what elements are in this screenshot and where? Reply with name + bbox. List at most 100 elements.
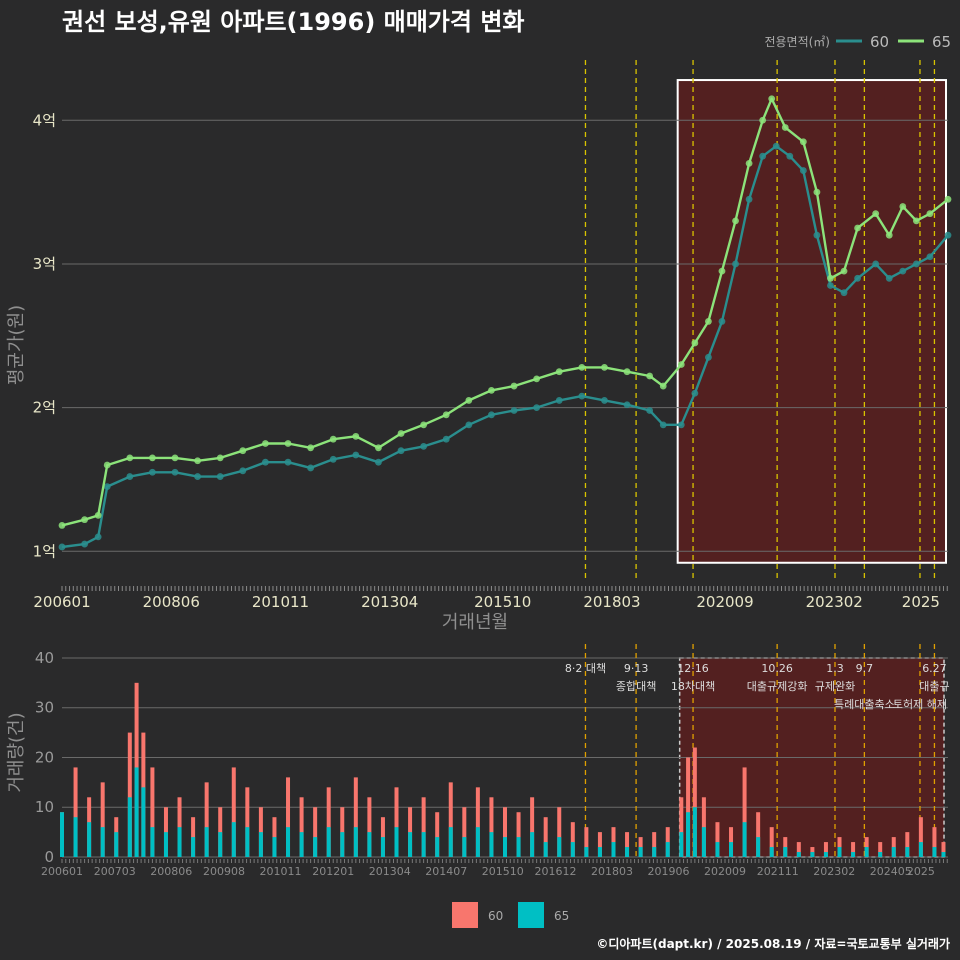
- volume-bar-65: [286, 827, 291, 857]
- volume-x-tick-label: 202111: [757, 865, 799, 878]
- x-tick-label: 200601: [33, 593, 90, 611]
- volume-bar-60: [796, 842, 801, 857]
- price-point-60: [555, 397, 563, 404]
- price-point-60: [578, 392, 586, 400]
- volume-bar-60: [652, 832, 657, 857]
- volume-panel: 0 10 20 30 40 8·2 대책 9·13 종합대책 12·16 18차대책 10.26 대출…: [6, 644, 950, 878]
- price-point-65: [262, 440, 269, 447]
- volume-bar-65: [489, 832, 494, 857]
- volume-bar-65: [127, 797, 132, 857]
- legend-title: 전용면적(㎡): [764, 35, 830, 49]
- price-point-65: [601, 363, 608, 371]
- price-point-60: [912, 260, 920, 268]
- volume-y-tick-label: 20: [35, 748, 54, 766]
- volume-bar-60: [326, 787, 331, 857]
- price-point-65: [659, 382, 667, 390]
- volume-bar-65: [932, 847, 937, 857]
- x-tick-label: 202302: [806, 593, 863, 611]
- volume-bar-65: [557, 837, 562, 857]
- price-point-60: [126, 473, 134, 480]
- price-point-60: [926, 253, 934, 261]
- price-point-60: [840, 289, 848, 297]
- y-axis-title: 평균가(원): [6, 305, 27, 385]
- price-point-65: [58, 522, 66, 529]
- volume-bar-60: [851, 842, 856, 857]
- event-label: 종합대책: [616, 680, 656, 693]
- volume-bar-65: [837, 847, 842, 857]
- volume-bar-60: [597, 832, 602, 857]
- x-tick-label: 202009: [696, 593, 753, 611]
- volume-x-tick-label: 201011: [259, 865, 301, 878]
- volume-bar-65: [421, 832, 426, 857]
- price-panel: 1억 2억 3억 4억 200601 200806 201011 201304 201510 20…: [6, 60, 952, 633]
- volume-bar-65: [729, 842, 734, 857]
- volume-x-tick-label: 2025: [907, 865, 935, 878]
- volume-bar-65: [570, 842, 575, 857]
- price-point-60: [786, 152, 794, 160]
- price-point-60: [216, 473, 224, 480]
- y-tick-label: 2억: [33, 399, 56, 417]
- volume-bar-65: [584, 847, 589, 857]
- volume-bar-65: [652, 847, 657, 857]
- price-point-60: [944, 231, 952, 239]
- source-caption: ©디아파트(dapt.kr) / 2025.08.19 / 자료=국토교통부 실…: [596, 936, 950, 951]
- price-point-65: [745, 159, 753, 167]
- x-tick-label: 201011: [252, 593, 309, 611]
- volume-bar-65: [503, 837, 507, 857]
- volume-x-tick-label: 200908: [203, 865, 245, 878]
- price-point-60: [872, 260, 880, 268]
- volume-x-tick-label: 202405: [870, 865, 912, 878]
- price-point-60: [284, 458, 292, 466]
- price-point-65: [94, 511, 102, 519]
- volume-bar-65: [543, 842, 548, 857]
- price-point-65: [677, 361, 685, 368]
- price-point-65: [912, 217, 920, 225]
- volume-bar-60: [150, 767, 155, 857]
- price-point-60: [420, 442, 428, 450]
- event-date: 8·2 대책: [565, 662, 606, 675]
- price-point-65: [705, 318, 712, 325]
- volume-x-tick-label: 202009: [704, 865, 746, 878]
- volume-bar-60: [941, 842, 946, 857]
- price-point-65: [194, 457, 202, 465]
- volume-x-tick-label: 200806: [150, 865, 192, 878]
- volume-bar-65: [769, 847, 774, 857]
- volume-bar-65: [191, 837, 196, 857]
- price-point-65: [307, 444, 315, 452]
- volume-bar-60: [715, 822, 720, 857]
- price-point-60: [171, 468, 179, 476]
- price-point-60: [262, 458, 269, 466]
- volume-bar-65: [60, 812, 64, 857]
- price-point-60: [745, 195, 753, 203]
- volume-bar-65: [100, 827, 105, 857]
- volume-y-tick-label: 0: [44, 848, 54, 866]
- volume-legend-label-65: 65: [554, 909, 569, 923]
- price-point-65: [578, 363, 586, 371]
- volume-x-tick-label: 200703: [94, 865, 136, 878]
- volume-bar-65: [299, 832, 304, 857]
- volume-bar-60: [543, 817, 548, 857]
- volume-bar-65: [114, 832, 119, 857]
- price-point-65: [555, 368, 563, 376]
- volume-x-tick-label: 202302: [813, 865, 855, 878]
- price-point-60: [659, 421, 667, 429]
- volume-bar-65: [272, 837, 277, 857]
- price-point-60: [854, 274, 861, 282]
- volume-bar-65: [530, 832, 535, 857]
- price-point-65: [944, 195, 952, 203]
- price-point-65: [732, 217, 739, 225]
- volume-bar-60: [448, 782, 453, 857]
- volume-bar-65: [597, 847, 602, 857]
- volume-bar-60: [932, 827, 937, 857]
- volume-bar-60: [686, 757, 691, 857]
- price-point-60: [899, 267, 907, 275]
- volume-bar-60: [367, 797, 372, 857]
- volume-bar-65: [941, 852, 946, 857]
- volume-bar-60: [570, 822, 575, 857]
- price-point-65: [854, 224, 861, 232]
- volume-bar-65: [851, 852, 856, 857]
- price-point-60: [813, 231, 821, 239]
- price-point-65: [510, 382, 518, 390]
- price-point-60: [307, 464, 315, 472]
